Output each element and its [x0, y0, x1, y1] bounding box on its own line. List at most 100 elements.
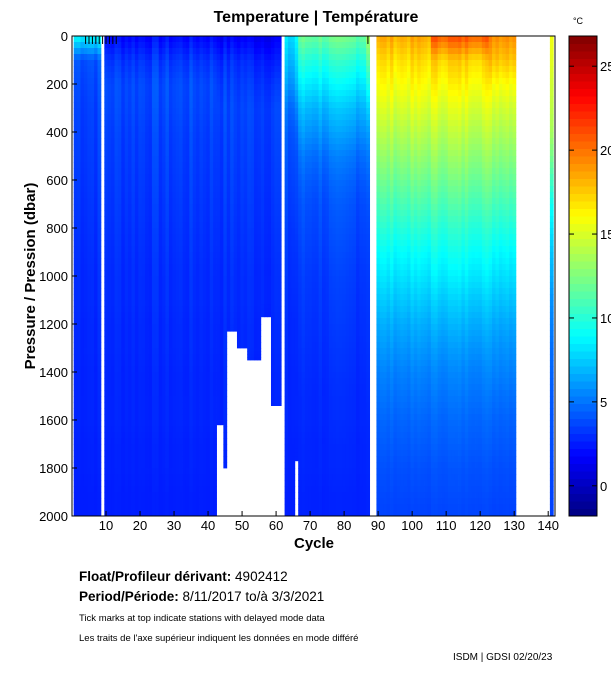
- heatmap-cell: [83, 144, 88, 151]
- heatmap-cell: [284, 84, 289, 91]
- heatmap-cell: [162, 366, 166, 373]
- heatmap-cell: [124, 294, 129, 301]
- heatmap-cell: [77, 474, 81, 481]
- heatmap-cell: [165, 390, 170, 397]
- heatmap-cell: [257, 288, 262, 295]
- heatmap-cell: [77, 198, 81, 205]
- heatmap-cell: [298, 84, 302, 91]
- heatmap-cell: [151, 66, 156, 73]
- heatmap-cell: [97, 456, 102, 463]
- heatmap-cell: [202, 264, 207, 271]
- heatmap-cell: [199, 156, 204, 163]
- heatmap-cell: [124, 72, 129, 79]
- heatmap-cell: [209, 420, 214, 427]
- heatmap-cell: [247, 288, 251, 295]
- heatmap-cell: [209, 240, 214, 247]
- heatmap-cell: [185, 246, 190, 253]
- heatmap-cell: [111, 78, 115, 85]
- heatmap-cell: [230, 36, 234, 43]
- heatmap-cell: [87, 42, 92, 49]
- heatmap-cell: [182, 72, 187, 79]
- heatmap-cell: [185, 144, 190, 151]
- heatmap-cell: [223, 462, 228, 469]
- heatmap-cell: [94, 174, 98, 181]
- heatmap-cell: [182, 282, 187, 289]
- heatmap-cell: [148, 54, 153, 61]
- heatmap-cell: [260, 216, 265, 223]
- heatmap-cell: [165, 162, 170, 169]
- heatmap-cell: [107, 264, 112, 271]
- heatmap-cell: [111, 216, 115, 223]
- heatmap-cell: [145, 282, 149, 289]
- heatmap-cell: [243, 240, 248, 247]
- heatmap-cell: [107, 276, 112, 283]
- heatmap-cell: [162, 498, 166, 505]
- heatmap-cell: [175, 444, 180, 451]
- heatmap-cell: [247, 336, 251, 343]
- heatmap-cell: [287, 96, 292, 103]
- heatmap-cell: [199, 390, 204, 397]
- heatmap-cell: [287, 114, 292, 121]
- heatmap-cell: [90, 354, 95, 361]
- heatmap-cell: [165, 372, 170, 379]
- heatmap-cell: [104, 396, 109, 403]
- heatmap-cell: [165, 144, 170, 151]
- heatmap-cell: [121, 192, 126, 199]
- heatmap-cell: [270, 234, 275, 241]
- heatmap-cell: [189, 60, 194, 67]
- heatmap-cell: [185, 510, 190, 517]
- heatmap-cell: [219, 330, 224, 337]
- heatmap-cell: [179, 270, 183, 277]
- heatmap-cell: [226, 312, 231, 319]
- heatmap-cell: [196, 348, 200, 355]
- heatmap-cell: [148, 324, 153, 331]
- heatmap-cell: [192, 468, 197, 475]
- heatmap-cell: [196, 492, 200, 499]
- heatmap-cell: [202, 390, 207, 397]
- heatmap-cell: [301, 288, 306, 295]
- heatmap-cell: [192, 156, 197, 163]
- heatmap-cell: [291, 498, 296, 505]
- heatmap-cell: [192, 372, 197, 379]
- heatmap-cell: [77, 276, 81, 283]
- heatmap-cell: [172, 96, 177, 103]
- heatmap-cell: [304, 90, 309, 97]
- heatmap-cell: [117, 372, 122, 379]
- heatmap-cell: [206, 174, 211, 181]
- heatmap-cell: [301, 348, 306, 355]
- heatmap-cell: [219, 234, 224, 241]
- heatmap-cell: [223, 276, 228, 283]
- heatmap-cell: [270, 60, 275, 67]
- heatmap-cell: [107, 72, 112, 79]
- heatmap-cell: [145, 126, 149, 133]
- heatmap-cell: [141, 90, 146, 97]
- heatmap-cell: [202, 78, 207, 85]
- heatmap-cell: [145, 420, 149, 427]
- heatmap-cell: [209, 396, 214, 403]
- heatmap-cell: [134, 504, 139, 511]
- heatmap-cell: [209, 78, 214, 85]
- heatmap-cell: [104, 162, 109, 169]
- heatmap-cell: [172, 288, 177, 295]
- heatmap-cell: [236, 60, 241, 67]
- heatmap-cell: [117, 306, 122, 313]
- heatmap-cell: [97, 240, 102, 247]
- heatmap-cell: [308, 330, 313, 337]
- heatmap-cell: [196, 318, 200, 325]
- heatmap-cell: [141, 396, 146, 403]
- heatmap-cell: [111, 354, 115, 361]
- heatmap-cell: [264, 300, 268, 305]
- heatmap-cell: [223, 252, 228, 259]
- heatmap-cell: [83, 438, 88, 445]
- heatmap-cell: [172, 234, 177, 241]
- heatmap-cell: [87, 228, 92, 235]
- heatmap-cell: [97, 156, 102, 163]
- heatmap-cell: [162, 330, 166, 337]
- heatmap-cell: [213, 228, 217, 235]
- heatmap-cell: [148, 342, 153, 349]
- heatmap-cell: [298, 252, 302, 259]
- heatmap-cell: [83, 162, 88, 169]
- heatmap-cell: [270, 312, 275, 319]
- heatmap-cell: [145, 132, 149, 139]
- heatmap-cell: [287, 216, 292, 223]
